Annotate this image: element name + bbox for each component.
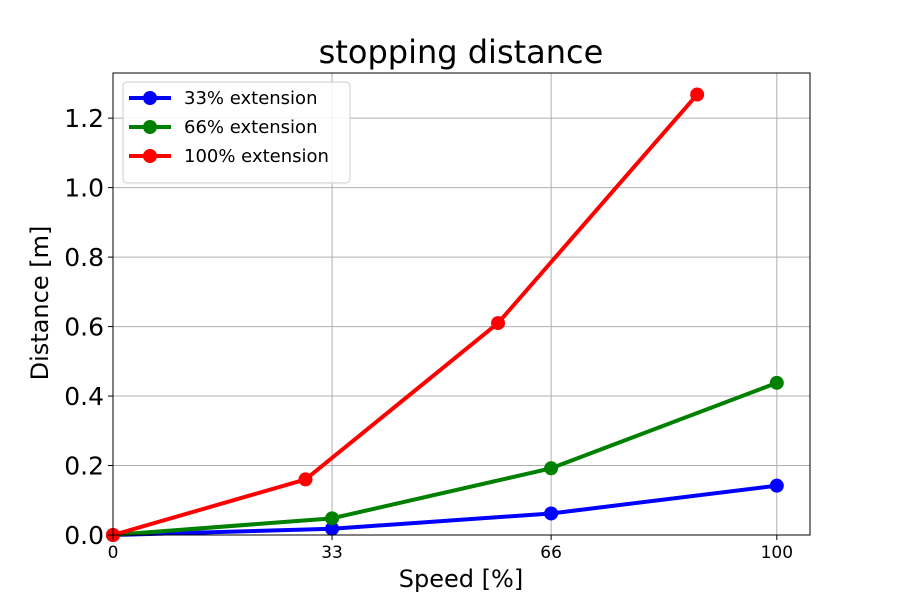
data-point [325, 511, 340, 526]
legend-label: 66% extension [184, 117, 317, 138]
legend-box [122, 81, 351, 184]
data-point [690, 87, 705, 102]
legend-marker [143, 149, 157, 163]
legend-label: 100% extension [184, 146, 329, 167]
y-tick-label: 0.4 [64, 382, 104, 411]
x-tick-label: 66 [540, 543, 562, 563]
series-lines [106, 87, 784, 542]
series-line [112, 93, 699, 537]
series-line [112, 380, 778, 537]
x-axis-label: Speed [%] [399, 565, 523, 593]
legend-item: 33% extension [129, 88, 317, 109]
legend: 33% extension 66% extension 100% extension [122, 81, 351, 184]
data-point [544, 461, 559, 476]
y-tick-label: 1.0 [64, 174, 104, 203]
data-point [298, 472, 313, 487]
y-tick-label: 1.2 [64, 104, 104, 133]
y-tick-label: 0.0 [64, 521, 104, 550]
data-point [769, 375, 784, 390]
legend-label: 33% extension [184, 88, 317, 109]
x-tick-label: 100 [761, 543, 793, 563]
legend-marker [143, 120, 157, 134]
legend-marker [143, 91, 157, 105]
legend-item: 66% extension [129, 117, 317, 138]
plot-frame [112, 72, 811, 536]
y-tick-label: 0.8 [64, 243, 104, 272]
y-tick-label: 0.6 [64, 313, 104, 342]
data-point [325, 521, 340, 536]
series-line [112, 483, 778, 537]
legend-item: 100% extension [129, 146, 329, 167]
x-ticks: 0 33 66 100 [108, 535, 793, 563]
chart-title: stopping distance [319, 33, 604, 71]
series-2 [106, 87, 705, 542]
data-point [491, 316, 506, 331]
y-axis-label: Distance [m] [26, 226, 54, 381]
series-0 [106, 478, 784, 542]
y-tick-label: 0.2 [64, 452, 104, 481]
y-ticks: 0.0 0.2 0.4 0.6 0.8 1.0 1.2 [64, 104, 113, 550]
data-point [769, 478, 784, 493]
x-tick-label: 33 [321, 543, 343, 563]
data-point [544, 506, 559, 521]
x-tick-label: 0 [108, 543, 119, 563]
series-1 [106, 375, 784, 542]
